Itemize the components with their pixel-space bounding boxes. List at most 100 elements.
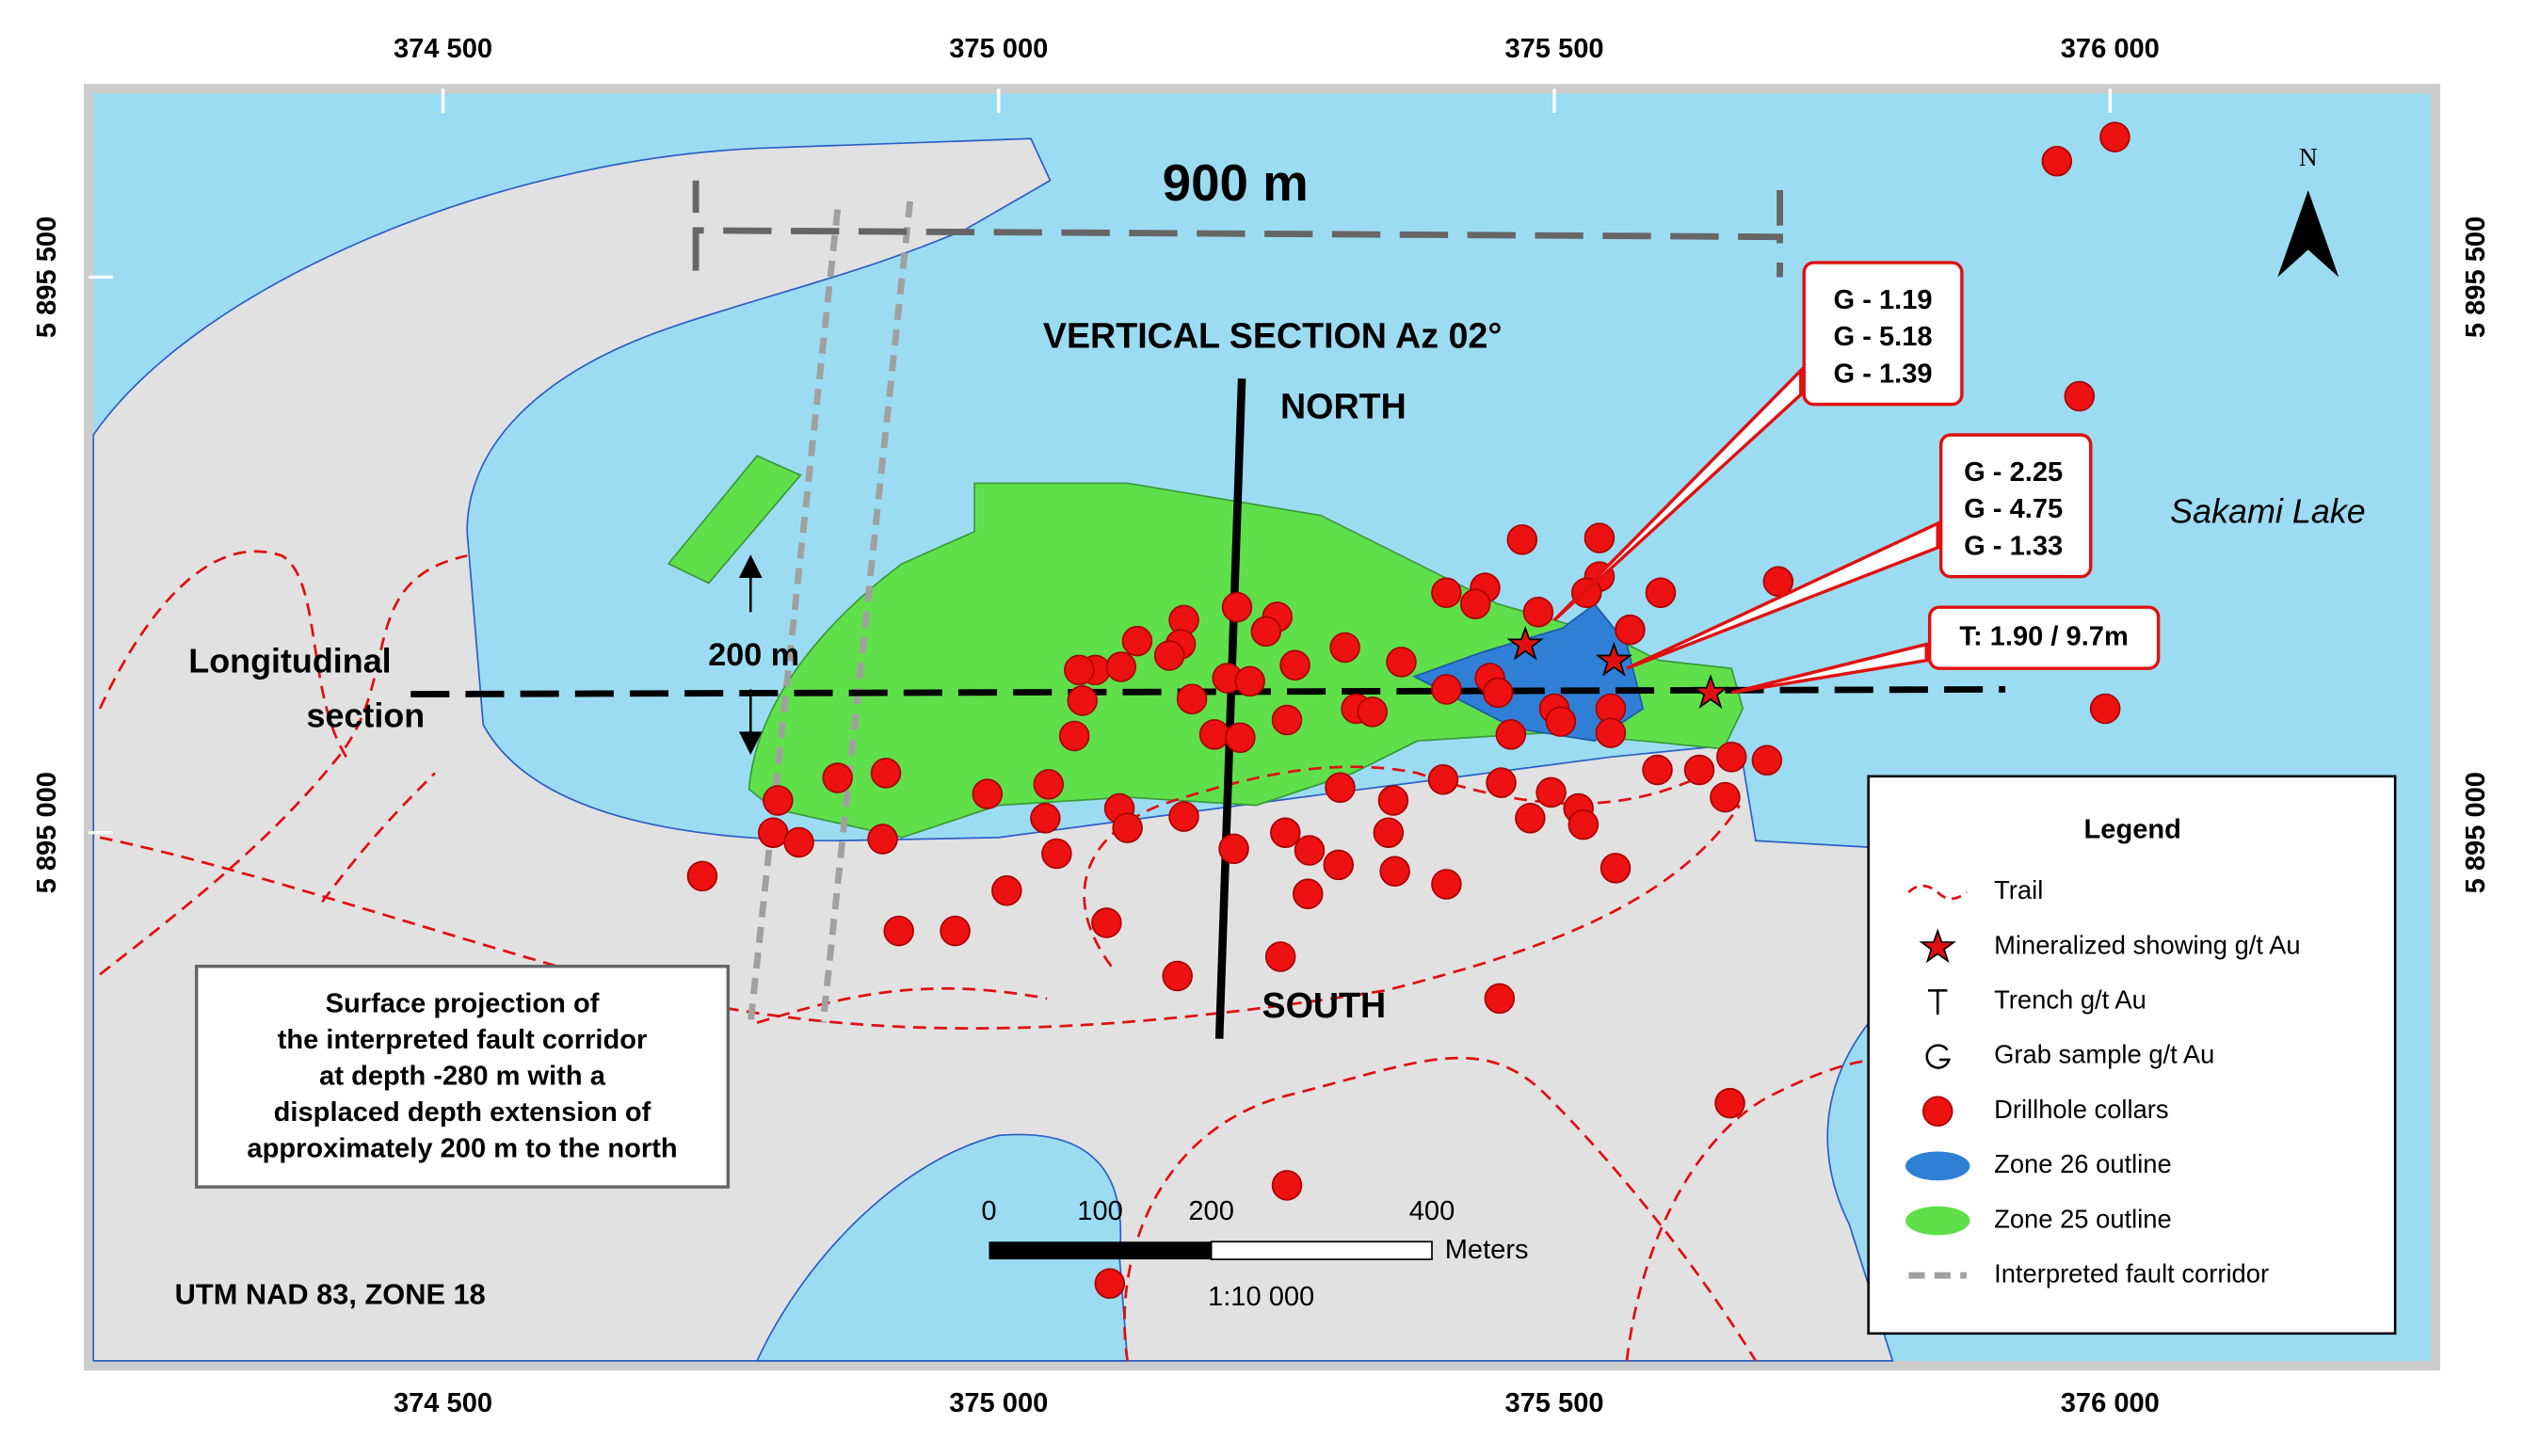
- callout-pointer: [1552, 366, 1803, 622]
- zone-25: [748, 482, 1744, 839]
- legend-star: [1919, 928, 1956, 964]
- drillhole-collar: [1279, 649, 1310, 681]
- offset-arrow: [738, 554, 763, 756]
- drillhole-collar: [2099, 121, 2130, 152]
- x-coordinate-label: 375 500: [1504, 34, 1603, 64]
- drillhole-collar: [1482, 677, 1514, 709]
- legend-grab: [1925, 1044, 1951, 1069]
- showings: [1506, 625, 1729, 709]
- legend-label: Zone 26 outline: [1994, 1149, 2172, 1178]
- drillhole-collar: [1495, 719, 1527, 750]
- callout-pointer: [1730, 642, 1928, 695]
- scale-tick-label: 0: [981, 1196, 996, 1226]
- drillhole-collar: [1198, 719, 1230, 750]
- callout-text: G - 1.19: [1834, 285, 1933, 315]
- drillhole-collar: [1225, 722, 1256, 754]
- legend-label: Trail: [1994, 875, 2043, 904]
- scale-segment: [1210, 1240, 1433, 1260]
- fault-note-line: at depth -280 m with a: [319, 1061, 606, 1091]
- lake-label: Sakami Lake: [2170, 491, 2366, 530]
- zone-25-island: [667, 455, 802, 584]
- legend-label: Mineralized showing g/t Au: [1994, 930, 2300, 959]
- legend-label: Trench g/t Au: [1994, 985, 2146, 1015]
- legend-zone25: [1905, 1206, 1970, 1236]
- drillhole-collar: [1325, 772, 1356, 804]
- trail: [321, 772, 436, 904]
- drillhole-collar: [1058, 720, 1090, 752]
- width-bracket: [692, 180, 1783, 278]
- x-coordinate-label: 375 000: [949, 34, 1048, 64]
- showing-star: [1595, 641, 1633, 677]
- fault-note-line: displaced depth extension of: [274, 1097, 651, 1128]
- drillhole-collar: [1567, 808, 1600, 840]
- scale-ratio: 1:10 000: [1208, 1282, 1314, 1312]
- drillhole-collar: [1715, 742, 1747, 773]
- callout-pointer: [1626, 520, 1939, 670]
- legend-label: Interpreted fault corridor: [1994, 1258, 2269, 1288]
- y-coordinate-label: 5 895 500: [32, 216, 62, 338]
- drillhole-collar: [1431, 869, 1462, 900]
- callout-text: G - 2.25: [1964, 457, 2063, 488]
- drillhole-collar: [1515, 803, 1546, 834]
- trails: [98, 550, 1983, 1362]
- drillhole-collar: [1431, 577, 1462, 609]
- trail: [99, 554, 468, 976]
- legend-label: Drillhole collars: [1994, 1095, 2168, 1124]
- drillhole-collar: [1091, 907, 1122, 938]
- section-north: NORTH: [1280, 387, 1407, 426]
- callout-box: [1927, 605, 2161, 670]
- north-arrow: [2277, 190, 2339, 278]
- callout-text: G - 5.18: [1834, 322, 1933, 352]
- drillhole-collar: [1545, 706, 1577, 737]
- legend-box: [1867, 775, 2397, 1336]
- trail: [99, 804, 1741, 1030]
- drillhole-collar: [1714, 1087, 1745, 1119]
- north-label: N: [2299, 143, 2318, 171]
- drillhole-collar: [1535, 776, 1567, 808]
- trail: [98, 550, 348, 759]
- drillhole-collar: [1264, 941, 1296, 972]
- drillhole-collar: [1484, 983, 1516, 1015]
- drillhole-collar: [1271, 704, 1303, 736]
- drillhole-collar: [1067, 685, 1098, 716]
- section-south: SOUTH: [1262, 985, 1387, 1025]
- scale-tick-label: 200: [1188, 1196, 1234, 1226]
- drillhole-collar: [1506, 524, 1538, 555]
- drillhole-collar: [2064, 380, 2096, 412]
- x-coordinate-label: 375 000: [949, 1388, 1048, 1418]
- projection-label: UTM NAD 83, ZONE 18: [175, 1278, 486, 1311]
- arrow-heads: [738, 554, 763, 756]
- fault-line: [747, 209, 842, 1023]
- longitudinal-label: Longitudinal: [188, 642, 391, 680]
- longitudinal-label: section: [307, 696, 426, 735]
- drillhole-collar: [1271, 1170, 1303, 1201]
- trail: [1083, 765, 1709, 968]
- showing-star: [1506, 625, 1544, 661]
- drillhole-collar: [1218, 833, 1249, 865]
- fault-corridor: [747, 200, 914, 1023]
- drillhole-collar: [1329, 632, 1360, 664]
- drillhole-collar: [1683, 754, 1715, 786]
- drillhole-collar: [870, 758, 902, 789]
- callout-box: [1802, 261, 1964, 407]
- fault-note-line: the interpreted fault corridor: [278, 1025, 648, 1055]
- drillhole-collar: [822, 762, 853, 793]
- drillhole-collar: [1642, 754, 1673, 786]
- y-coordinate-label: 5 895 000: [2461, 772, 2491, 893]
- y-coordinate-label: 5 895 500: [2461, 216, 2491, 338]
- drillhole-collar: [1294, 835, 1326, 866]
- drillhole-collar: [1293, 878, 1324, 909]
- fault-note-line: approximately 200 m to the north: [247, 1133, 677, 1163]
- x-coordinate-label: 376 000: [2061, 1388, 2160, 1418]
- drillhole-collar: [757, 817, 789, 848]
- drillhole-collar: [1386, 647, 1417, 678]
- drillhole-collar: [1162, 960, 1193, 992]
- legend-label: Grab sample g/t Au: [1994, 1040, 2214, 1069]
- offset-label: 200 m: [708, 637, 799, 673]
- drillhole-collar: [1221, 591, 1253, 623]
- drillhole-collar: [1431, 674, 1462, 705]
- drillhole-collar: [2041, 146, 2073, 177]
- drillhole-collar: [1270, 817, 1301, 848]
- drillhole-collar: [1030, 803, 1061, 834]
